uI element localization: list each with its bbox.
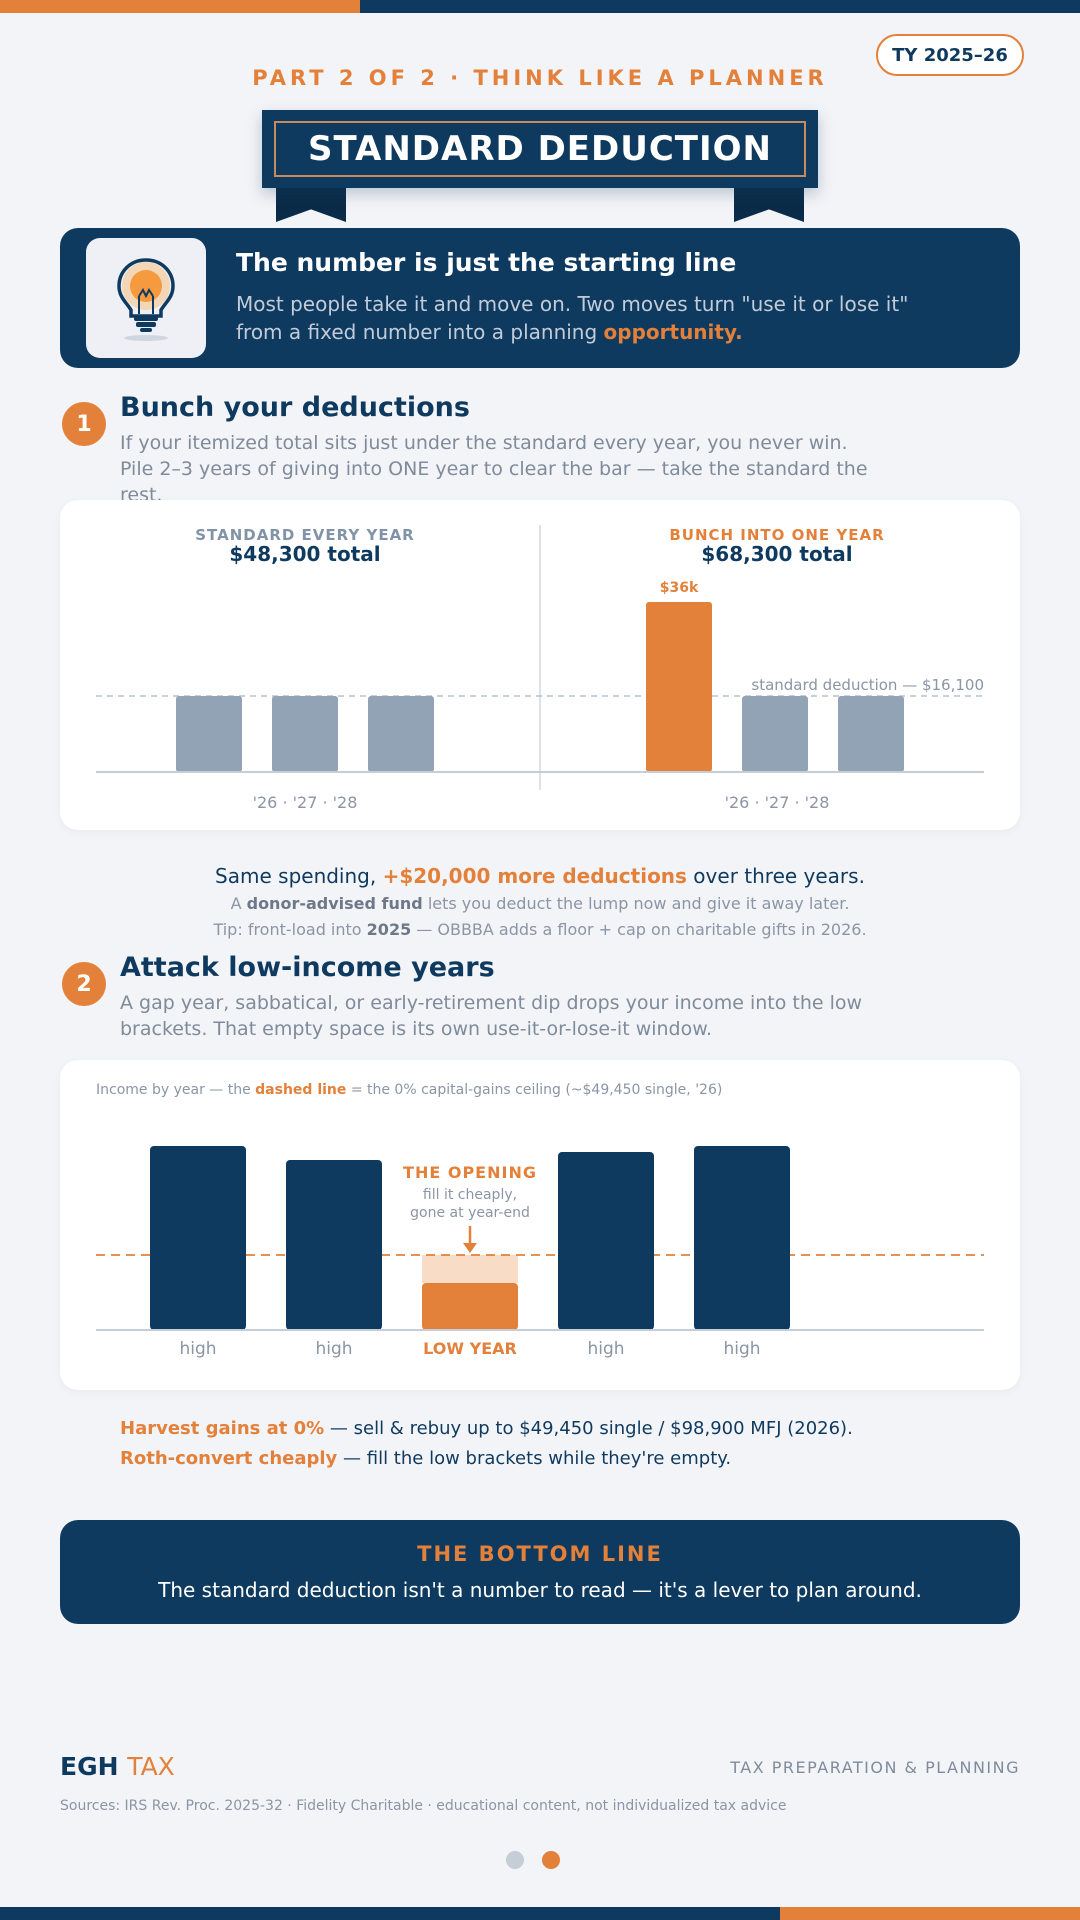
income-bar-2: [286, 1160, 382, 1330]
roth-convert-tip: Roth-convert cheaply — fill the low brac…: [120, 1448, 731, 1469]
daf-before: A: [230, 894, 247, 913]
step-2-number: 2: [62, 962, 106, 1006]
intro-text: Most people take it and move on. Two mov…: [236, 290, 956, 346]
caption-after: = the 0% capital-gains ceiling (~$49,450…: [346, 1082, 723, 1098]
income-label-1: high: [179, 1339, 216, 1359]
bunching-chart: STANDARD EVERY YEAR $48,300 total BUNCH …: [96, 525, 984, 812]
income-bar-5: [694, 1146, 790, 1330]
bunching-summary: Same spending, +$20,000 more deductions …: [0, 864, 1080, 888]
right-years-label: '26 · '27 · '28: [725, 793, 830, 812]
left-years-label: '26 · '27 · '28: [253, 793, 358, 812]
step-1-number: 1: [62, 402, 106, 446]
step-1-heading: Bunch your deductions: [120, 392, 470, 423]
caption-bold: dashed line: [255, 1082, 347, 1098]
page-dot-1[interactable]: [506, 1851, 524, 1869]
roth-convert-highlight: Roth-convert cheaply: [120, 1448, 338, 1469]
income-label-4: high: [587, 1339, 624, 1359]
harvest-gains-highlight: Harvest gains at 0%: [120, 1418, 325, 1439]
top-accent-orange: [0, 0, 360, 13]
daf-note: A donor-advised fund lets you deduct the…: [0, 894, 1080, 913]
top-accent-bar: [0, 0, 1080, 13]
pagination-dots: [506, 1851, 574, 1869]
step-1-body: If your itemized total sits just under t…: [120, 432, 868, 506]
logo-main: EGH: [60, 1752, 119, 1781]
part-label: PART 2 OF 2 · THINK LIKE A PLANNER: [252, 66, 828, 90]
left-chart-label: STANDARD EVERY YEAR: [195, 526, 415, 544]
banner-box: STANDARD DEDUCTION: [262, 110, 818, 188]
left-bar-2028: [368, 696, 434, 772]
bunching-chart-card: STANDARD EVERY YEAR $48,300 total BUNCH …: [60, 500, 1020, 830]
opening-line-1: fill it cheaply,: [423, 1187, 517, 1203]
sources-note: Sources: IRS Rev. Proc. 2025-32 · Fideli…: [60, 1798, 787, 1814]
opening-title: THE OPENING: [403, 1163, 537, 1182]
summary-highlight: +$20,000 more deductions: [382, 864, 687, 888]
tip-before: Tip: front-load into: [213, 920, 367, 939]
opening-line-2: gone at year-end: [410, 1205, 530, 1221]
income-bar-low-year: [422, 1283, 518, 1330]
tip-bold: 2025: [366, 920, 412, 939]
daf-bold: donor-advised fund: [246, 894, 423, 913]
right-bar-bunched: [646, 602, 712, 772]
title-banner: STANDARD DEDUCTION: [262, 110, 818, 222]
intro-text-main: Most people take it and move on. Two mov…: [236, 292, 909, 344]
caption-before: Income by year — the: [96, 1082, 256, 1098]
income-chart-card: Income by year — the dashed line = the 0…: [60, 1060, 1020, 1390]
lightbulb-icon: [86, 238, 206, 358]
intro-title: The number is just the starting line: [236, 248, 737, 277]
roth-convert-rest: — fill the low brackets while they're em…: [337, 1448, 732, 1469]
right-bar-2028: [838, 696, 904, 772]
left-chart-total: $48,300 total: [229, 542, 380, 566]
page-title: STANDARD DEDUCTION: [274, 121, 806, 177]
bunched-bar-label: $36k: [660, 580, 699, 596]
income-bar-4: [558, 1152, 654, 1330]
bottom-line-title: THE BOTTOM LINE: [417, 1542, 663, 1566]
harvest-gains-tip: Harvest gains at 0% — sell & rebuy up to…: [120, 1418, 853, 1439]
left-bar-2027: [272, 696, 338, 772]
footer-tagline: TAX PREPARATION & PLANNING: [730, 1758, 1020, 1777]
income-chart-caption: Income by year — the dashed line = the 0…: [96, 1082, 722, 1098]
income-label-5: high: [723, 1339, 760, 1359]
standard-deduction-label: standard deduction — $16,100: [751, 676, 984, 694]
harvest-gains-rest: — sell & rebuy up to $49,450 single / $9…: [324, 1418, 853, 1439]
logo-accent: TAX: [127, 1752, 175, 1781]
right-chart-total: $68,300 total: [701, 542, 852, 566]
income-chart: THE OPENING fill it cheaply, gone at yea…: [96, 1146, 984, 1359]
income-label-low-year: LOW YEAR: [423, 1339, 517, 1358]
right-chart-label: BUNCH INTO ONE YEAR: [669, 526, 884, 544]
income-label-2: high: [315, 1339, 352, 1359]
bottom-accent-bar: [0, 1907, 1080, 1920]
tax-year-badge: TY 2025–26: [876, 34, 1024, 76]
down-arrow-icon: [463, 1226, 477, 1253]
right-bar-2027: [742, 696, 808, 772]
bottom-line-card: THE BOTTOM LINE The standard deduction i…: [60, 1520, 1020, 1624]
bottom-line-text: The standard deduction isn't a number to…: [158, 1578, 922, 1602]
bottom-accent-orange: [780, 1907, 1080, 1920]
intro-text-highlight: opportunity.: [603, 320, 743, 344]
income-bar-1: [150, 1146, 246, 1330]
opening-gap: [422, 1255, 518, 1283]
brand-logo: EGH TAX: [60, 1752, 175, 1781]
intro-card: The number is just the starting line Mos…: [60, 228, 1020, 368]
tip-after: — OBBBA adds a floor + cap on charitable…: [411, 920, 867, 939]
step-2-body: A gap year, sabbatical, or early-retirem…: [120, 992, 863, 1040]
summary-before: Same spending,: [215, 864, 383, 888]
step-2-heading: Attack low-income years: [120, 952, 495, 983]
page-dot-2-active[interactable]: [542, 1851, 560, 1869]
tip-note: Tip: front-load into 2025 — OBBBA adds a…: [0, 920, 1080, 939]
left-bar-2026: [176, 696, 242, 772]
daf-after: lets you deduct the lump now and give it…: [422, 894, 850, 913]
summary-after: over three years.: [686, 864, 865, 888]
